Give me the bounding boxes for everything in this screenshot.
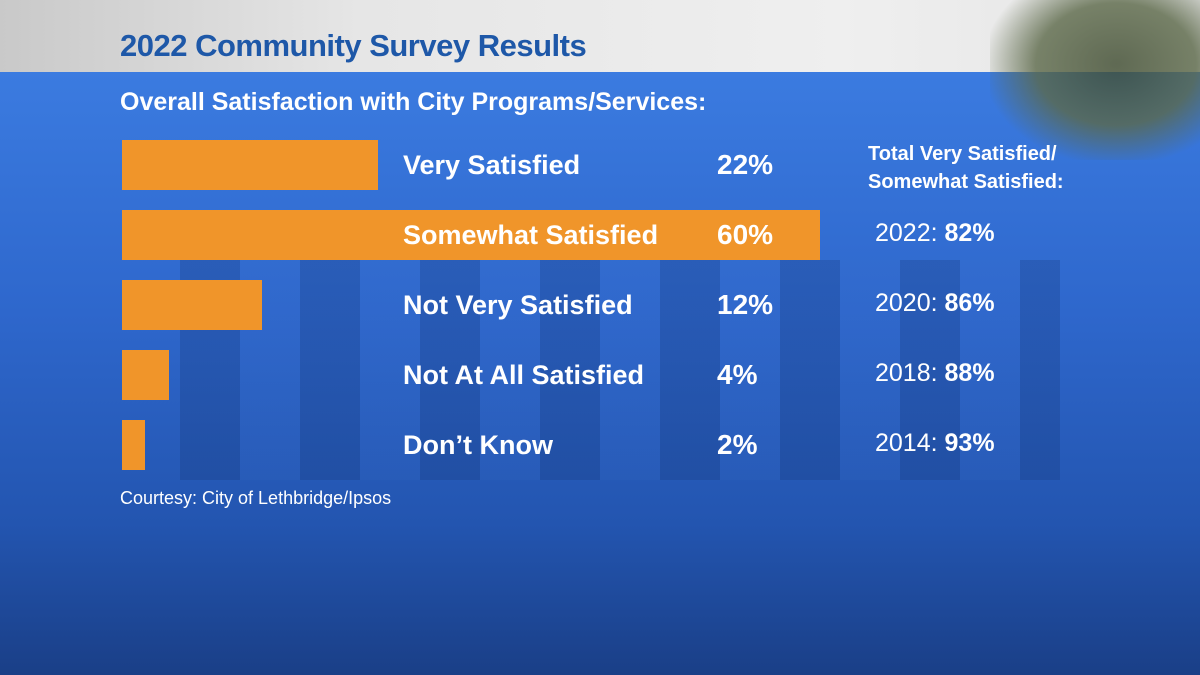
total-row: 2022: 82% — [875, 208, 995, 258]
value-label: 12% — [717, 289, 774, 320]
source-credit: Courtesy: City of Lethbridge/Ipsos — [120, 488, 392, 508]
category-label: Don’t Know — [403, 430, 553, 460]
bar-0 — [122, 140, 378, 190]
category-label: Very Satisfied — [403, 150, 581, 180]
value-label: 4% — [717, 359, 758, 390]
chart-title: Overall Satisfaction with City Programs/… — [120, 88, 707, 116]
totals-header-line2: Somewhat Satisfied: — [868, 171, 1064, 193]
totals-header-line1: Total Very Satisfied/ — [868, 143, 1057, 165]
total-year: 2022: — [875, 219, 945, 247]
total-year: 2014: — [875, 429, 945, 457]
bar-3 — [122, 350, 169, 400]
total-year: 2020: — [875, 289, 945, 317]
bar-1 — [122, 210, 820, 260]
category-label: Somewhat Satisfied — [403, 220, 659, 250]
trees-backdrop — [990, 0, 1200, 160]
category-label: Not Very Satisfied — [403, 290, 633, 320]
building-backdrop — [180, 260, 1060, 480]
total-row: 2018: 88% — [875, 348, 995, 398]
value-label: 60% — [717, 219, 774, 250]
total-value: 88% — [944, 359, 995, 387]
value-label: 2% — [717, 429, 758, 460]
total-row: 2020: 86% — [875, 278, 995, 328]
page-title: 2022 Community Survey Results — [120, 28, 587, 63]
bar-4 — [122, 420, 146, 470]
value-label: 22% — [717, 149, 774, 180]
totals-header: Total Very Satisfied/ Somewhat Satisfied… — [868, 140, 1064, 196]
total-value: 93% — [944, 429, 995, 457]
total-row: 2014: 93% — [875, 418, 995, 468]
category-label: Not At All Satisfied — [403, 360, 645, 390]
total-value: 86% — [944, 289, 995, 317]
total-year: 2018: — [875, 359, 945, 387]
total-value: 82% — [944, 219, 995, 247]
bar-2 — [122, 280, 262, 330]
